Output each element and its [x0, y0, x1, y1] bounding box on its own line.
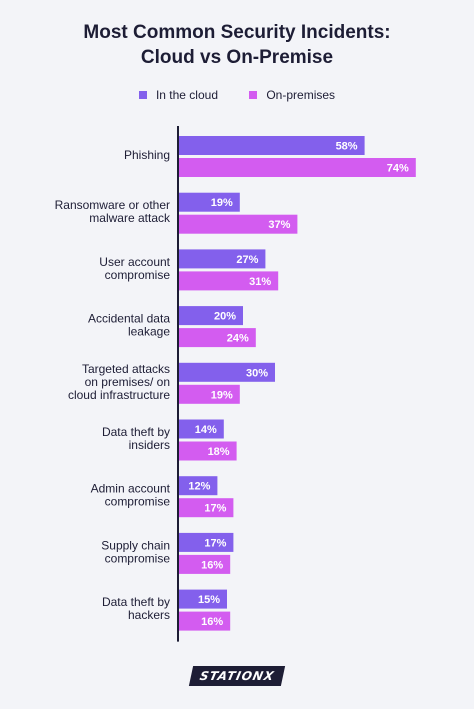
category-label: cloud infrastructure [68, 388, 170, 402]
data-label-cloud: 12% [188, 481, 210, 493]
bar-cloud [179, 306, 243, 326]
data-label-cloud: 58% [336, 141, 358, 153]
category-label: insiders [129, 438, 170, 452]
data-label-onprem: 17% [204, 503, 226, 515]
category-label: on premises/ on [85, 375, 170, 389]
legend-label-cloud: In the cloud [155, 88, 218, 102]
data-label-onprem: 37% [268, 219, 290, 231]
bar-cloud [179, 362, 275, 382]
data-label-onprem: 74% [387, 163, 409, 175]
bar-onprem [179, 554, 231, 574]
category-label: Supply chain [101, 538, 170, 552]
category-label: Data theft by [102, 595, 170, 609]
bar-onprem [179, 384, 240, 404]
footer: STATIONX [0, 666, 474, 686]
legend-label-onprem: On-premises [266, 88, 336, 102]
bar-onprem [179, 271, 279, 291]
category-label: Admin account [91, 482, 171, 496]
legend-swatch-onprem [249, 91, 258, 99]
category-label: Phishing [124, 148, 170, 162]
category-label: Ransomware or other [55, 198, 170, 212]
data-label-cloud: 20% [214, 311, 236, 323]
data-label-onprem: 16% [201, 616, 223, 628]
category-label: hackers [128, 608, 170, 622]
category-label: Targeted attacks [82, 362, 170, 376]
category-label: compromise [105, 268, 171, 282]
bar-onprem [179, 328, 256, 348]
data-label-cloud: 15% [198, 594, 220, 606]
bar-onprem [179, 441, 237, 461]
bar-cloud [179, 589, 227, 609]
data-label-onprem: 24% [227, 333, 249, 345]
chart-title-line-2: Cloud vs On-Premise [140, 47, 334, 68]
category-label: Accidental data [88, 312, 170, 326]
category-label: compromise [105, 551, 171, 565]
chart-legend: In the cloud On-premises [0, 88, 474, 102]
bar-cloud [179, 419, 224, 439]
bar-cloud [179, 192, 240, 212]
bar-cloud [179, 249, 266, 269]
bar-onprem [179, 158, 416, 177]
stationx-logo: STATIONX [188, 666, 286, 686]
chart-title-line-1: Most Common Security Incidents: [83, 22, 391, 43]
chart-title: Most Common Security Incidents: Cloud vs… [0, 20, 474, 70]
bar-cloud [179, 532, 234, 552]
category-label: Data theft by [102, 425, 170, 439]
bar-onprem [179, 611, 231, 631]
data-label-cloud: 27% [236, 254, 258, 266]
category-label: leakage [128, 325, 170, 339]
data-label-onprem: 18% [208, 446, 230, 458]
category-label: User account [99, 255, 170, 269]
data-label-onprem: 16% [201, 559, 223, 571]
bar-onprem [179, 214, 298, 234]
data-label-cloud: 19% [211, 197, 233, 209]
legend-swatch-cloud [138, 91, 147, 99]
bar-onprem [179, 498, 234, 518]
bar-cloud [179, 136, 365, 155]
data-label-onprem: 31% [249, 276, 271, 288]
bar-cloud [179, 476, 218, 496]
category-label: malware attack [89, 211, 171, 225]
data-label-cloud: 17% [204, 537, 226, 549]
data-label-onprem: 19% [211, 389, 233, 401]
category-label: compromise [105, 495, 171, 509]
data-label-cloud: 30% [246, 367, 268, 379]
legend-item-cloud: In the cloud [138, 88, 218, 102]
data-label-cloud: 14% [195, 424, 217, 436]
legend-item-onprem: On-premises [249, 88, 335, 102]
